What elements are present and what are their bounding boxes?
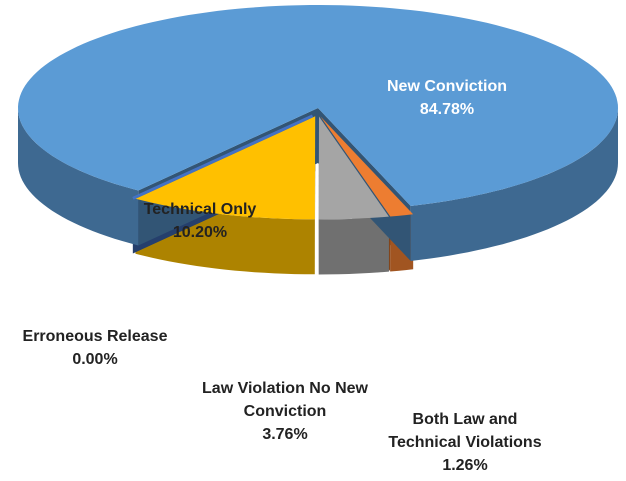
- value-label: 0.00%: [72, 351, 118, 368]
- slice-side: [18, 108, 139, 246]
- value-label: 1.26%: [442, 457, 488, 474]
- data-label: Law Violation No New Conviction 3.76%: [200, 377, 370, 446]
- data-label: Erroneous Release 0.00%: [0, 325, 190, 371]
- value-label: 3.76%: [262, 426, 308, 443]
- slice: [132, 114, 314, 200]
- data-label: Technical Only 10.20%: [105, 198, 295, 244]
- slice-side: [410, 108, 618, 261]
- slice-side: [318, 216, 389, 275]
- category-label: New Conviction: [386, 78, 507, 95]
- value-label: 84.78%: [419, 101, 475, 118]
- data-label: Both Law and Technical Violations 1.26%: [380, 408, 550, 477]
- value-label: 10.20%: [172, 224, 228, 241]
- category-label: Technical Only: [143, 201, 257, 218]
- slice: [320, 116, 414, 217]
- category-label: Erroneous Release: [22, 328, 168, 345]
- category-label: Law Violation No New Conviction: [202, 380, 368, 420]
- slice: [318, 116, 389, 220]
- slice: [18, 5, 618, 206]
- category-label: Both Law and Technical Violations: [388, 411, 542, 451]
- slice: [135, 116, 316, 220]
- data-label: New Conviction 84.78%: [352, 75, 542, 121]
